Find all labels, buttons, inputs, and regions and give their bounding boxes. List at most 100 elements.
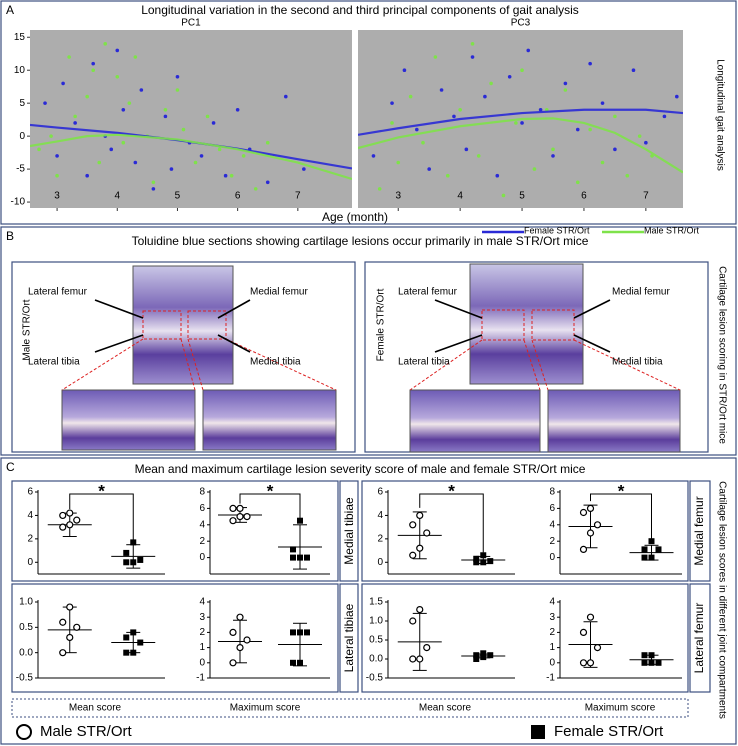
point [637, 134, 642, 138]
significance-bracket [590, 493, 652, 542]
point [265, 180, 270, 185]
fit-line [358, 108, 683, 136]
arrow [434, 299, 611, 353]
point [641, 546, 648, 553]
point [423, 643, 431, 652]
point [130, 539, 137, 546]
roi [142, 310, 182, 340]
point [139, 88, 144, 92]
point [297, 659, 303, 666]
point [625, 173, 630, 178]
y-tick-label: 6 [27, 487, 33, 498]
y-tick-label: 0 [19, 131, 25, 142]
point [241, 154, 246, 158]
point [588, 61, 592, 66]
point [290, 554, 296, 561]
point [115, 75, 120, 79]
row-frame [689, 583, 711, 693]
point [91, 61, 95, 66]
point [416, 605, 424, 614]
y-tick-label: 3 [549, 612, 555, 623]
point [416, 655, 424, 663]
y-tick-label: 0.0 [369, 654, 383, 665]
point [55, 173, 59, 178]
point [290, 546, 296, 553]
point [229, 659, 237, 667]
panel-frame [0, 457, 737, 745]
point [73, 623, 81, 631]
significance-mark: * [618, 481, 625, 500]
point [283, 94, 288, 99]
point [579, 628, 588, 637]
point [433, 55, 438, 59]
point [43, 101, 47, 105]
column-label: Mean score [419, 703, 472, 714]
point [655, 546, 662, 553]
point [631, 68, 636, 73]
group-label: Male STR/Ort [22, 299, 33, 360]
point [507, 75, 512, 79]
y-tick-label: -5 [16, 164, 25, 175]
point [133, 55, 138, 59]
point [600, 160, 605, 165]
point [151, 180, 156, 185]
point [480, 654, 487, 661]
point [103, 42, 108, 46]
point [236, 512, 244, 521]
point [415, 127, 419, 132]
point [445, 173, 450, 178]
row-frame [339, 583, 359, 693]
point [137, 556, 144, 563]
histology-male [61, 265, 337, 451]
point [593, 521, 602, 529]
plot-frame [11, 583, 339, 693]
panel-frame [0, 226, 737, 456]
x-tick-label: 4 [114, 191, 120, 202]
point [648, 652, 655, 659]
y-tick-label: -10 [11, 197, 26, 208]
significance-bracket [419, 493, 484, 553]
y-tick-label: 4 [549, 519, 555, 530]
point [123, 649, 130, 656]
region-label: Medial femur [612, 287, 670, 298]
y-tick-label: 8 [549, 487, 555, 498]
y-tick-label: 1.0 [369, 616, 383, 627]
legend-marker [16, 724, 32, 740]
point [265, 140, 270, 145]
point [476, 154, 481, 158]
point [123, 634, 130, 641]
significance-bracket [69, 493, 134, 541]
column-label: Maximum score [585, 703, 656, 714]
row-frame [339, 480, 359, 582]
point [85, 173, 89, 178]
legend-label: Male STR/Ort [40, 723, 133, 740]
point [130, 649, 137, 656]
significance-bracket [239, 493, 301, 521]
point [49, 134, 53, 138]
region-label: Lateral tibia [28, 357, 80, 368]
point [644, 140, 648, 145]
point [290, 629, 296, 636]
point [211, 121, 216, 125]
y-tick-label: 0 [27, 557, 33, 568]
y-tick-label: 1.0 [19, 597, 33, 608]
y-tick-label: 1 [549, 642, 555, 653]
x-tick-label: 6 [581, 191, 587, 202]
y-tick-label: 6 [549, 503, 555, 514]
point [151, 187, 156, 191]
significance-mark: * [98, 481, 105, 500]
x-tick-label: 7 [643, 191, 649, 202]
y-tick-label: -1 [196, 673, 205, 684]
point [487, 558, 494, 565]
y-tick-label: 0.5 [369, 635, 383, 646]
point [236, 643, 244, 652]
section-frame [11, 261, 356, 453]
region-label: Medial tibia [250, 357, 301, 368]
zoom-line [61, 338, 337, 391]
point [371, 154, 376, 158]
y-tick-label: 2 [549, 627, 555, 638]
x-tick-label: 6 [235, 191, 241, 202]
point [416, 544, 424, 552]
point [588, 127, 592, 132]
